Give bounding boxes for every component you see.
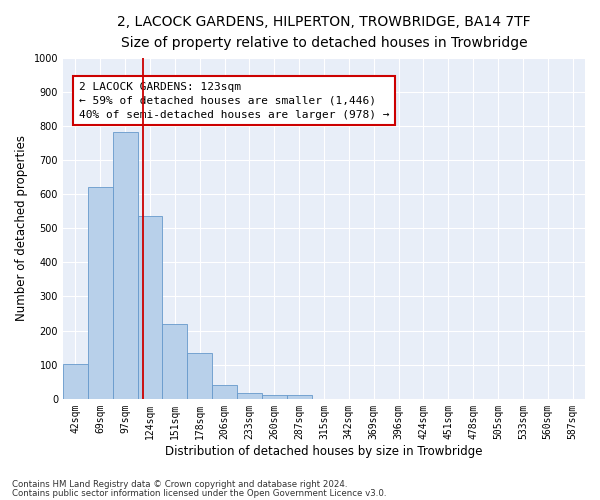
Bar	[237, 393, 262, 399]
Text: Contains public sector information licensed under the Open Government Licence v3: Contains public sector information licen…	[12, 488, 386, 498]
Bar	[88, 186, 113, 399]
Bar	[287, 395, 311, 399]
Title: 2, LACOCK GARDENS, HILPERTON, TROWBRIDGE, BA14 7TF
Size of property relative to : 2, LACOCK GARDENS, HILPERTON, TROWBRIDGE…	[117, 15, 531, 50]
Bar	[137, 216, 163, 399]
Text: 2 LACOCK GARDENS: 123sqm
← 59% of detached houses are smaller (1,446)
40% of sem: 2 LACOCK GARDENS: 123sqm ← 59% of detach…	[79, 82, 389, 120]
Bar	[113, 132, 137, 399]
Bar	[163, 324, 187, 399]
X-axis label: Distribution of detached houses by size in Trowbridge: Distribution of detached houses by size …	[165, 444, 483, 458]
Bar	[212, 384, 237, 399]
Bar	[262, 396, 287, 399]
Text: Contains HM Land Registry data © Crown copyright and database right 2024.: Contains HM Land Registry data © Crown c…	[12, 480, 347, 489]
Bar	[187, 354, 212, 399]
Y-axis label: Number of detached properties: Number of detached properties	[15, 136, 28, 322]
Bar	[63, 364, 88, 399]
